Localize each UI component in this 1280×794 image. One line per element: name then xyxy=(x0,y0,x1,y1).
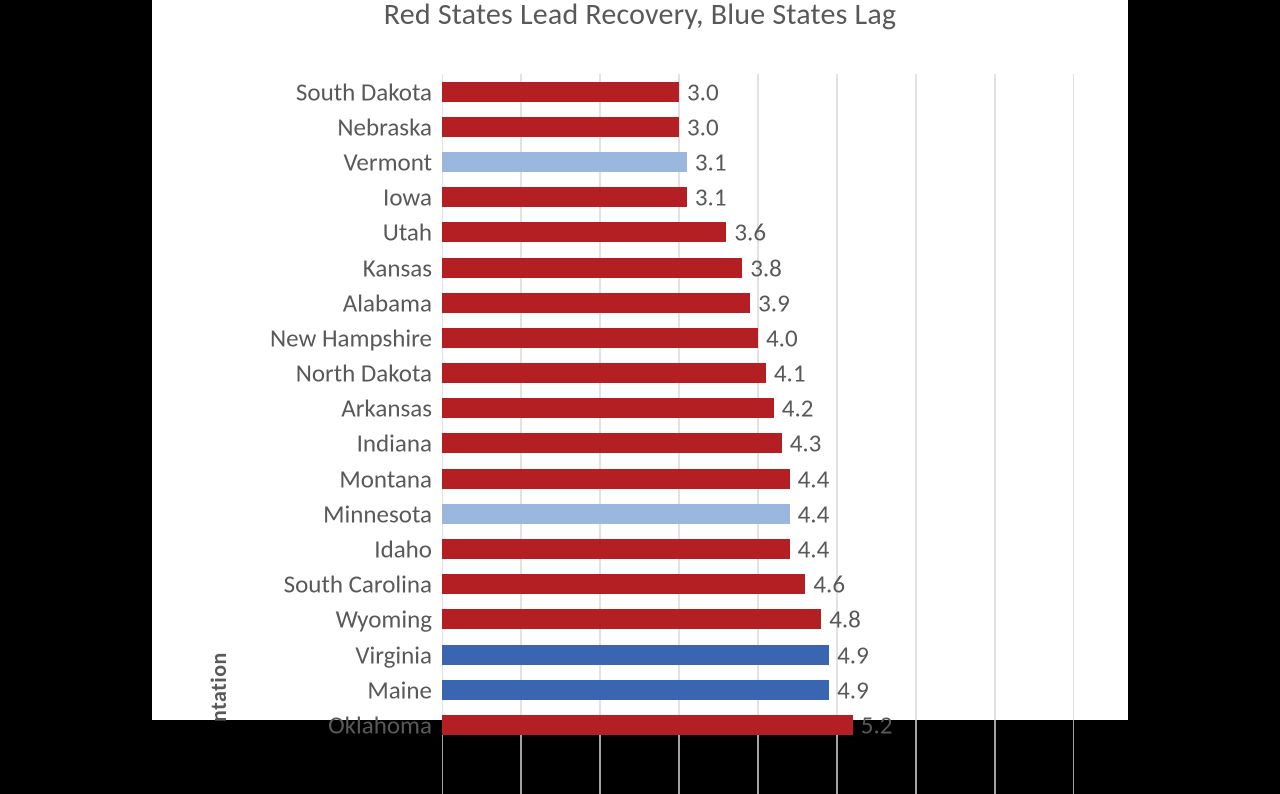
letterbox-left xyxy=(0,0,152,720)
bar xyxy=(442,609,821,629)
bar-row: Minnesota4.4 xyxy=(442,496,1074,531)
bar-row: Indiana4.3 xyxy=(442,426,1074,461)
y-axis-label: New Hampshire xyxy=(270,322,442,353)
y-axis-label: Arkansas xyxy=(341,393,442,424)
bar xyxy=(442,645,829,665)
value-label: 4.4 xyxy=(790,534,830,565)
bar-row: Virginia4.9 xyxy=(442,637,1074,672)
bar xyxy=(442,504,790,524)
y-axis-label: Alabama xyxy=(343,287,442,318)
bar xyxy=(442,574,805,594)
bar xyxy=(442,715,853,735)
y-axis-label: Kansas xyxy=(363,252,442,283)
bar-row: Vermont3.1 xyxy=(442,144,1074,179)
bar-container: South Dakota3.0Nebraska3.0Vermont3.1Iowa… xyxy=(442,74,1074,743)
y-axis-label: Nebraska xyxy=(337,111,442,142)
y-axis-label: Montana xyxy=(339,463,442,494)
y-axis-label: Utah xyxy=(383,217,442,248)
bar xyxy=(442,363,766,383)
bar xyxy=(442,222,726,242)
y-axis-label: South Carolina xyxy=(284,569,442,600)
y-axis-label: Maine xyxy=(367,674,442,705)
bar-row: Utah3.6 xyxy=(442,215,1074,250)
value-label: 3.1 xyxy=(687,182,727,213)
bar xyxy=(442,469,790,489)
bar-row: New Hampshire4.0 xyxy=(442,320,1074,355)
y-axis-label: South Dakota xyxy=(296,76,442,107)
value-label: 4.6 xyxy=(805,569,845,600)
y-axis-label: Indiana xyxy=(357,428,442,459)
value-label: 3.0 xyxy=(679,111,719,142)
bar xyxy=(442,187,687,207)
letterbox-right xyxy=(1128,0,1280,720)
value-label: 5.2 xyxy=(853,709,893,740)
value-label: 3.6 xyxy=(726,217,766,248)
bar-row: Alabama3.9 xyxy=(442,285,1074,320)
bar-row: Maine4.9 xyxy=(442,672,1074,707)
value-label: 3.9 xyxy=(750,287,790,318)
bar-row: Iowa3.1 xyxy=(442,180,1074,215)
bar xyxy=(442,82,679,102)
bar xyxy=(442,328,758,348)
bar xyxy=(442,539,790,559)
bar xyxy=(442,433,782,453)
value-label: 4.2 xyxy=(774,393,814,424)
bar xyxy=(442,258,742,278)
bar-row: Oklahoma5.2 xyxy=(442,707,1074,742)
value-label: 4.3 xyxy=(782,428,822,459)
value-label: 3.0 xyxy=(679,76,719,107)
side-caption-fragment: ntation xyxy=(205,652,232,722)
bar-row: North Dakota4.1 xyxy=(442,356,1074,391)
value-label: 4.8 xyxy=(821,604,861,635)
value-label: 4.0 xyxy=(758,322,798,353)
bar-row: South Carolina4.6 xyxy=(442,567,1074,602)
chart-title: Red States Lead Recovery, Blue States La… xyxy=(152,0,1128,33)
y-axis-label: Iowa xyxy=(383,182,442,213)
value-label: 3.1 xyxy=(687,146,727,177)
value-label: 4.4 xyxy=(790,463,830,494)
y-axis-label: Vermont xyxy=(343,146,442,177)
plot-area: South Dakota3.0Nebraska3.0Vermont3.1Iowa… xyxy=(442,74,1074,726)
y-axis-label: Oklahoma xyxy=(328,709,442,740)
bar-row: Wyoming4.8 xyxy=(442,602,1074,637)
bar-row: South Dakota3.0 xyxy=(442,74,1074,109)
y-axis-label: North Dakota xyxy=(296,358,442,389)
y-axis-label: Virginia xyxy=(355,639,442,670)
bar xyxy=(442,398,774,418)
bar xyxy=(442,293,750,313)
y-axis-label: Wyoming xyxy=(336,604,442,635)
bar xyxy=(442,152,687,172)
bar-row: Arkansas4.2 xyxy=(442,391,1074,426)
bar-row: Montana4.4 xyxy=(442,461,1074,496)
y-axis-label: Minnesota xyxy=(323,498,442,529)
value-label: 4.9 xyxy=(829,674,869,705)
y-axis-label: Idaho xyxy=(374,534,442,565)
value-label: 4.1 xyxy=(766,358,806,389)
value-label: 4.9 xyxy=(829,639,869,670)
bar-row: Nebraska3.0 xyxy=(442,109,1074,144)
bar-row: Kansas3.8 xyxy=(442,250,1074,285)
bar xyxy=(442,117,679,137)
chart-stage: Red States Lead Recovery, Blue States La… xyxy=(152,0,1128,720)
value-label: 3.8 xyxy=(742,252,782,283)
bar-row: Idaho4.4 xyxy=(442,531,1074,566)
bar xyxy=(442,680,829,700)
value-label: 4.4 xyxy=(790,498,830,529)
